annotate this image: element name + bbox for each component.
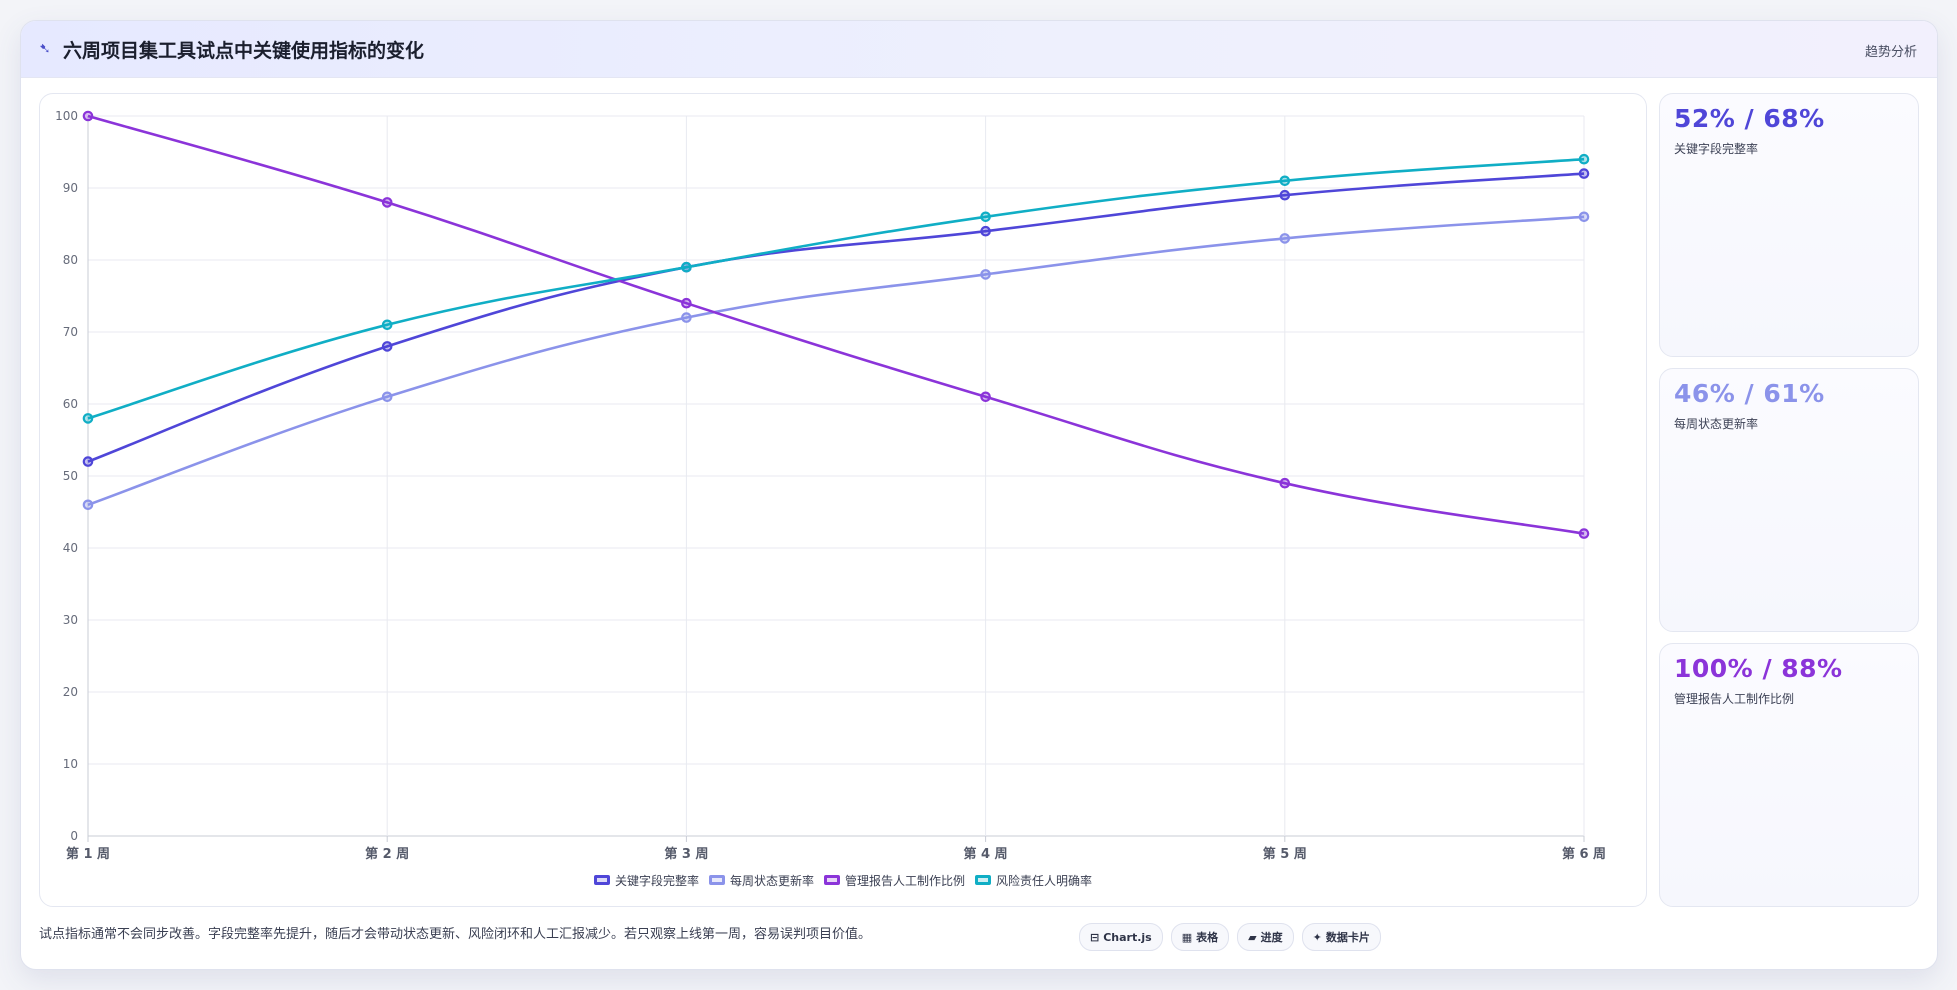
data-point bbox=[1578, 168, 1590, 179]
chart-line-icon: ➷ bbox=[39, 41, 51, 57]
legend-item-0[interactable]: 关键字段完整率 bbox=[593, 869, 699, 891]
data-point bbox=[980, 225, 991, 237]
stat-card-status-update: 46% / 61% 每周状态更新率 bbox=[1659, 368, 1919, 632]
x-tick-label: 第 3 周 bbox=[664, 846, 708, 862]
chip-chartjs[interactable]: ⊟ Chart.js bbox=[1079, 923, 1163, 951]
chip-table[interactable]: ▦ 表格 bbox=[1170, 923, 1230, 951]
x-tick-label: 第 6 周 bbox=[1562, 846, 1606, 862]
data-point bbox=[1279, 175, 1291, 187]
series-line-1 bbox=[87, 215, 1585, 507]
x-tick-label: 第 4 周 bbox=[964, 846, 1008, 862]
table-icon: ▦ bbox=[1181, 930, 1193, 944]
chip-data-card[interactable]: ✦ 数据卡片 bbox=[1301, 923, 1381, 951]
data-point bbox=[681, 312, 692, 323]
data-card-icon: ✦ bbox=[1312, 930, 1322, 944]
data-point bbox=[82, 456, 94, 467]
legend-item-2[interactable]: 管理报告人工制作比例 bbox=[824, 869, 965, 891]
series-line-3 bbox=[87, 157, 1585, 420]
data-point bbox=[82, 499, 94, 511]
series-line-2 bbox=[87, 114, 1585, 535]
stat-card-field-completeness: 52% / 68% 关键字段完整率 bbox=[1659, 93, 1919, 357]
chart-panel: 0 10 20 30 40 50 60 70 80 90 100 第 1 周 第 2 周 第 3 周 第 4… bbox=[39, 93, 1647, 907]
data-point bbox=[1578, 211, 1590, 223]
stat-label: 关键字段完整率 bbox=[1674, 142, 1759, 156]
data-point bbox=[82, 413, 94, 424]
data-point bbox=[1578, 528, 1590, 539]
chip-label: 进度 bbox=[1260, 931, 1283, 944]
y-tick-label: 90 bbox=[63, 181, 78, 195]
footer-chips: ⊟ Chart.js ▦ 表格 ▰ 进度 ✦ 数据卡片 bbox=[1079, 923, 1381, 951]
stat-value: 46% / 61% bbox=[1674, 379, 1825, 408]
legend-label-2: 管理报告人工制作比例 bbox=[845, 873, 966, 888]
legend-swatch-0 bbox=[593, 875, 610, 885]
chip-label: 表格 bbox=[1196, 931, 1219, 944]
data-point bbox=[1279, 189, 1291, 201]
y-tick-label: 70 bbox=[63, 325, 78, 339]
chip-label: Chart.js bbox=[1103, 930, 1152, 944]
y-tick-label: 60 bbox=[63, 397, 78, 411]
legend-item-1[interactable]: 每周状态更新率 bbox=[708, 869, 814, 891]
y-tick-label: 30 bbox=[63, 613, 78, 627]
legend-swatch-2 bbox=[824, 875, 840, 885]
data-point bbox=[381, 197, 393, 208]
data-point bbox=[381, 319, 393, 331]
chip-progress[interactable]: ▰ 进度 bbox=[1237, 923, 1294, 951]
y-tick-label: 50 bbox=[63, 469, 78, 483]
data-point bbox=[381, 391, 393, 403]
data-point bbox=[681, 297, 692, 309]
chip-label: 数据卡片 bbox=[1325, 931, 1370, 944]
legend-item-3[interactable]: 风险责任人明确率 bbox=[975, 869, 1092, 891]
data-point bbox=[1279, 233, 1291, 244]
footer-note: 试点指标通常不会同步改善。字段完整率先提升，随后才会带动状态更新、风险闭环和人工… bbox=[39, 927, 872, 942]
x-tick-label: 第 1 周 bbox=[66, 846, 110, 862]
chart-icon: ⊟ bbox=[1090, 930, 1100, 944]
legend-label-3: 风险责任人明确率 bbox=[996, 873, 1093, 888]
x-tick-label: 第 2 周 bbox=[365, 846, 409, 862]
progress-icon: ▰ bbox=[1248, 930, 1257, 944]
page-title: 六周项目集工具试点中关键使用指标的变化 bbox=[63, 40, 425, 62]
data-point bbox=[681, 261, 692, 273]
stat-value: 100% / 88% bbox=[1674, 654, 1843, 683]
dashboard-card: ➷ 六周项目集工具试点中关键使用指标的变化 趋势分析 0 10 20 30 40 50 60… bbox=[20, 20, 1938, 970]
y-tick-label: 40 bbox=[63, 541, 78, 555]
y-tick-label: 20 bbox=[63, 685, 78, 699]
stat-card-manual-report: 100% / 88% 管理报告人工制作比例 bbox=[1659, 643, 1919, 907]
legend-label-0: 关键字段完整率 bbox=[614, 873, 699, 888]
stat-label: 每周状态更新率 bbox=[1674, 417, 1759, 431]
x-tick-label: 第 5 周 bbox=[1263, 846, 1307, 862]
series-line-0 bbox=[87, 172, 1585, 463]
legend-swatch-3 bbox=[975, 875, 992, 885]
data-point bbox=[1578, 153, 1590, 165]
y-tick-label: 0 bbox=[70, 829, 78, 843]
chart-legend: 关键字段完整率 每周状态更新率 管理报告人工制作比例 风险责任人明确率 bbox=[40, 869, 1646, 891]
stat-label: 管理报告人工制作比例 bbox=[1674, 692, 1795, 706]
data-point bbox=[1279, 477, 1291, 489]
data-point bbox=[82, 110, 94, 122]
legend-label-1: 每周状态更新率 bbox=[729, 873, 814, 888]
y-tick-label: 80 bbox=[63, 253, 78, 267]
legend-swatch-1 bbox=[708, 875, 725, 885]
data-point bbox=[980, 269, 991, 280]
header: ➷ 六周项目集工具试点中关键使用指标的变化 趋势分析 bbox=[21, 21, 1937, 78]
data-point bbox=[980, 211, 991, 223]
data-point bbox=[381, 341, 393, 352]
y-tick-label: 10 bbox=[63, 757, 78, 771]
data-point bbox=[980, 391, 991, 403]
y-tick-label: 100 bbox=[55, 109, 78, 123]
trend-analysis-tag[interactable]: 趋势分析 bbox=[1864, 45, 1917, 60]
stat-value: 52% / 68% bbox=[1674, 104, 1825, 133]
line-chart: 0 10 20 30 40 50 60 70 80 90 100 第 1 周 第 2 周 第 3 周 第 4… bbox=[55, 109, 1606, 862]
